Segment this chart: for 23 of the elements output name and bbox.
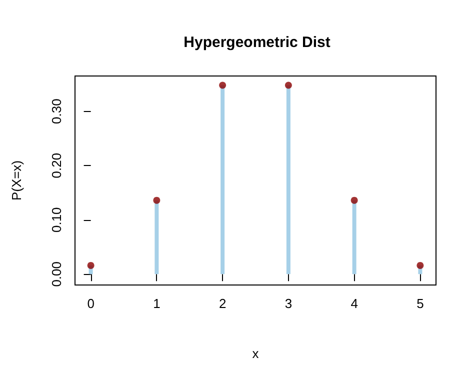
y-axis-title: P(X=x) [9, 160, 24, 201]
point [284, 82, 292, 89]
x-tick-label: 4 [350, 296, 358, 311]
y-tick-label: 0.20 [49, 152, 64, 178]
point [219, 82, 226, 89]
y-tick-label: 0.30 [49, 98, 64, 124]
x-tick-label: 1 [153, 296, 160, 311]
bar [352, 200, 356, 274]
bar [286, 85, 290, 274]
chart-title: Hypergeometric Dist [184, 34, 330, 51]
point [153, 196, 160, 204]
point [87, 262, 94, 269]
y-tick-label: 0.10 [49, 207, 64, 233]
y-tick-label: 0.00 [49, 261, 64, 287]
x-tick-label: 3 [284, 296, 292, 311]
bar [220, 85, 225, 274]
point [416, 262, 424, 269]
x-tick-label: 5 [416, 296, 424, 311]
x-tick-label: 0 [87, 296, 94, 311]
x-axis-title: x [252, 346, 260, 361]
x-tick-label: 2 [218, 296, 226, 311]
point [350, 196, 358, 204]
bar [154, 200, 159, 274]
